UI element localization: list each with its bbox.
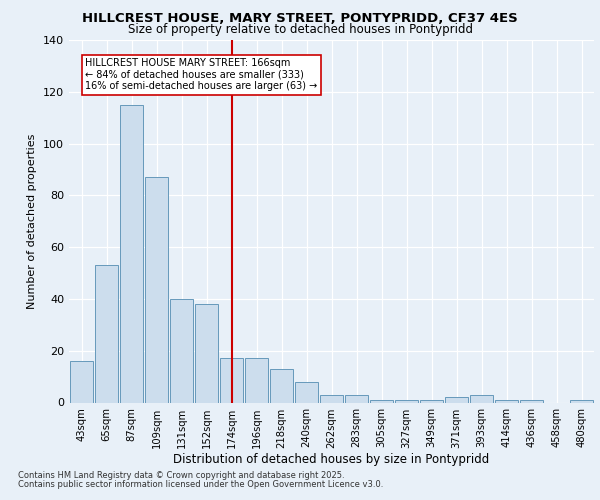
Bar bbox=[345, 394, 368, 402]
Bar bbox=[195, 304, 218, 402]
Y-axis label: Number of detached properties: Number of detached properties bbox=[28, 134, 37, 309]
Text: HILLCREST HOUSE, MARY STREET, PONTYPRIDD, CF37 4ES: HILLCREST HOUSE, MARY STREET, PONTYPRIDD… bbox=[82, 12, 518, 26]
Bar bbox=[295, 382, 318, 402]
Bar bbox=[395, 400, 418, 402]
Bar bbox=[220, 358, 243, 403]
Bar bbox=[170, 299, 193, 403]
Bar bbox=[370, 400, 393, 402]
Text: Contains public sector information licensed under the Open Government Licence v3: Contains public sector information licen… bbox=[18, 480, 383, 489]
Bar bbox=[570, 400, 593, 402]
Bar bbox=[470, 394, 493, 402]
Bar bbox=[420, 400, 443, 402]
Bar bbox=[520, 400, 543, 402]
Bar bbox=[495, 400, 518, 402]
X-axis label: Distribution of detached houses by size in Pontypridd: Distribution of detached houses by size … bbox=[173, 454, 490, 466]
Bar bbox=[70, 361, 93, 403]
Bar bbox=[95, 266, 118, 402]
Text: HILLCREST HOUSE MARY STREET: 166sqm
← 84% of detached houses are smaller (333)
1: HILLCREST HOUSE MARY STREET: 166sqm ← 84… bbox=[85, 58, 317, 92]
Text: Size of property relative to detached houses in Pontypridd: Size of property relative to detached ho… bbox=[128, 24, 473, 36]
Bar bbox=[445, 398, 468, 402]
Text: Contains HM Land Registry data © Crown copyright and database right 2025.: Contains HM Land Registry data © Crown c… bbox=[18, 471, 344, 480]
Bar bbox=[270, 369, 293, 402]
Bar bbox=[245, 358, 268, 403]
Bar bbox=[120, 104, 143, 403]
Bar bbox=[145, 177, 168, 402]
Bar bbox=[320, 394, 343, 402]
